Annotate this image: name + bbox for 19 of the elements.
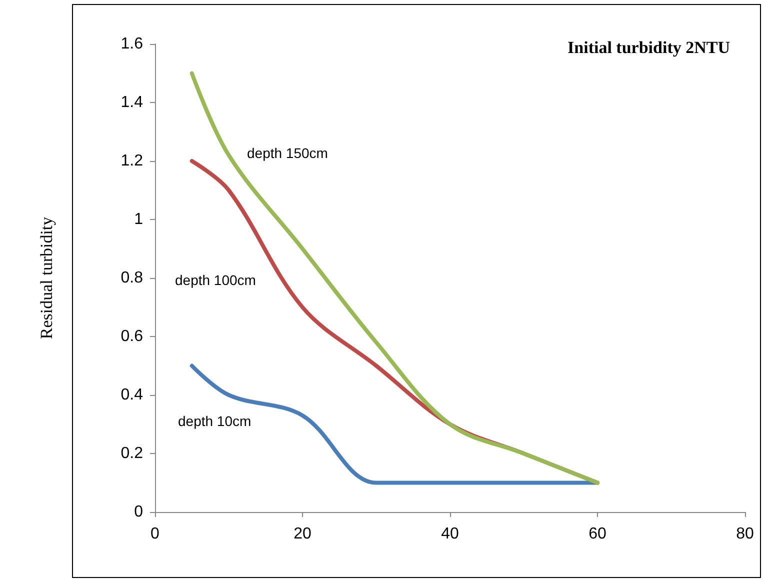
y-tick-label: 0	[134, 504, 144, 520]
y-axis-title: Residual turbidity	[37, 216, 56, 340]
y-tick-label: 0.8	[120, 270, 144, 286]
series-label: depth 10cm	[178, 413, 252, 429]
x-tick-label: 20	[294, 526, 312, 542]
x-tick-label: 80	[736, 526, 754, 542]
series-label: depth 150cm	[247, 145, 328, 161]
x-tick-label: 60	[588, 526, 606, 542]
series-label: depth 100cm	[175, 272, 256, 288]
x-tick-label: 40	[441, 526, 459, 542]
y-tick-label: 1.4	[120, 94, 144, 111]
y-tick-label: 1.2	[120, 152, 144, 170]
chart-title: Initial turbidity 2NTU	[568, 38, 730, 57]
y-tick-label: 1	[134, 211, 144, 228]
x-tick-label: 0	[150, 526, 160, 542]
y-tick-label: 0.2	[120, 445, 144, 462]
y-tick-label: 0.4	[120, 386, 144, 404]
y-tick-label: 1.6	[120, 36, 144, 52]
y-tick-label: 0.6	[120, 328, 144, 345]
